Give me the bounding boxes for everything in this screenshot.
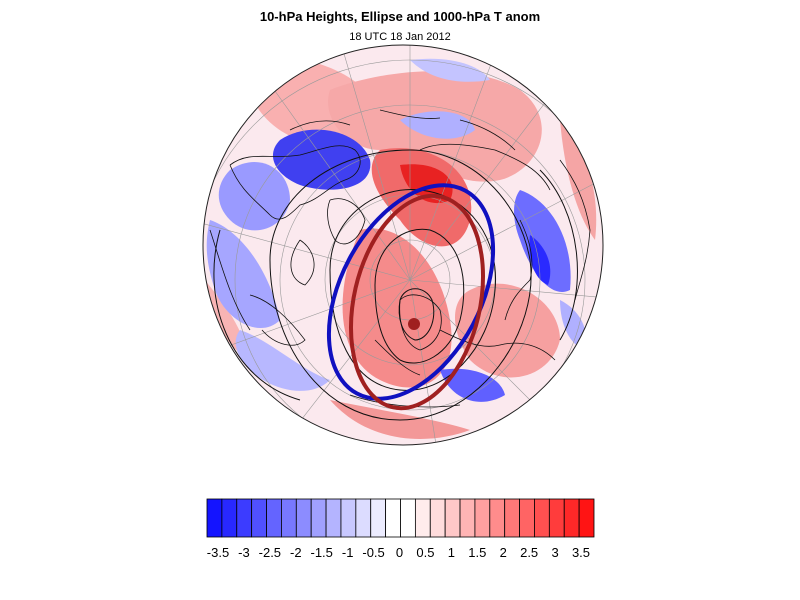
colorbar-label: -2 [290, 545, 302, 560]
map-outline [202, 44, 604, 446]
colorbar-label: 3 [551, 545, 558, 560]
colorbar-label: -3 [238, 545, 250, 560]
red-ellipse [348, 193, 486, 411]
colorbar-label: 3.5 [572, 545, 590, 560]
colorbar-swatch [325, 498, 342, 538]
colorbar-label: -3.5 [207, 545, 229, 560]
colorbar-swatch [548, 498, 565, 538]
colorbar-swatch [355, 498, 372, 538]
colorbar-swatch [459, 498, 476, 538]
colorbar-label: -2.5 [259, 545, 281, 560]
colorbar-swatch [206, 498, 223, 538]
warm-anomaly-region [400, 164, 453, 204]
ellipse-center-dot [408, 318, 420, 330]
colorbar-label: 0.5 [416, 545, 434, 560]
colorbar-label: 1.5 [468, 545, 486, 560]
colorbar-label: -1.5 [311, 545, 333, 560]
colorbar-swatch [519, 498, 535, 538]
cold-anomaly-region [206, 220, 280, 329]
colorbar-swatch [370, 498, 387, 538]
colorbar-swatch [340, 498, 357, 538]
coastlines [209, 109, 591, 408]
colorbar-label: 2.5 [520, 545, 538, 560]
colorbar-label: -0.5 [362, 545, 384, 560]
warm-anomaly-region [330, 400, 470, 439]
cold-anomaly-region [529, 235, 551, 285]
colorbar-swatch [251, 498, 267, 538]
colorbar-label: -1 [342, 545, 354, 560]
colorbar-swatch [310, 498, 327, 538]
colorbar-swatch [266, 498, 282, 538]
colorbar-swatch [489, 498, 506, 538]
cold-anomaly-region [514, 190, 571, 292]
blue-ellipse [326, 183, 496, 401]
cold-anomaly-region [410, 58, 490, 82]
colorbar-swatch [578, 498, 595, 538]
colorbar-swatch [429, 498, 446, 538]
colorbar-label: 2 [500, 545, 507, 560]
colorbar-label: 0 [396, 545, 403, 560]
warm-anomaly-region [560, 120, 597, 240]
colorbar-swatch [414, 498, 431, 538]
cold-anomaly-region [235, 330, 330, 391]
polar-map [202, 44, 604, 446]
colorbar-swatch [504, 498, 520, 538]
cold-anomaly-region [440, 368, 505, 402]
colorbar-swatch [385, 498, 401, 538]
height-contours [213, 149, 578, 421]
colorbar-swatch [236, 498, 253, 538]
colorbar-swatch [474, 498, 491, 538]
colorbar-swatch [221, 498, 238, 538]
colorbar-label: 1 [448, 545, 455, 560]
chart-subtitle: 18 UTC 18 Jan 2012 [349, 31, 451, 43]
colorbar-swatch [295, 498, 312, 538]
colorbar-swatch [534, 498, 550, 538]
colorbar-swatch [444, 498, 461, 538]
colorbar-swatch [281, 498, 297, 538]
chart-title: 10-hPa Heights, Ellipse and 1000-hPa T a… [259, 9, 541, 24]
cold-anomaly-region [560, 300, 587, 350]
colorbar-swatch [400, 498, 416, 538]
cold-anomaly-region [272, 129, 371, 190]
warm-anomaly-region [342, 228, 452, 388]
colorbar-swatch [563, 498, 580, 538]
anomaly-field [203, 45, 603, 445]
